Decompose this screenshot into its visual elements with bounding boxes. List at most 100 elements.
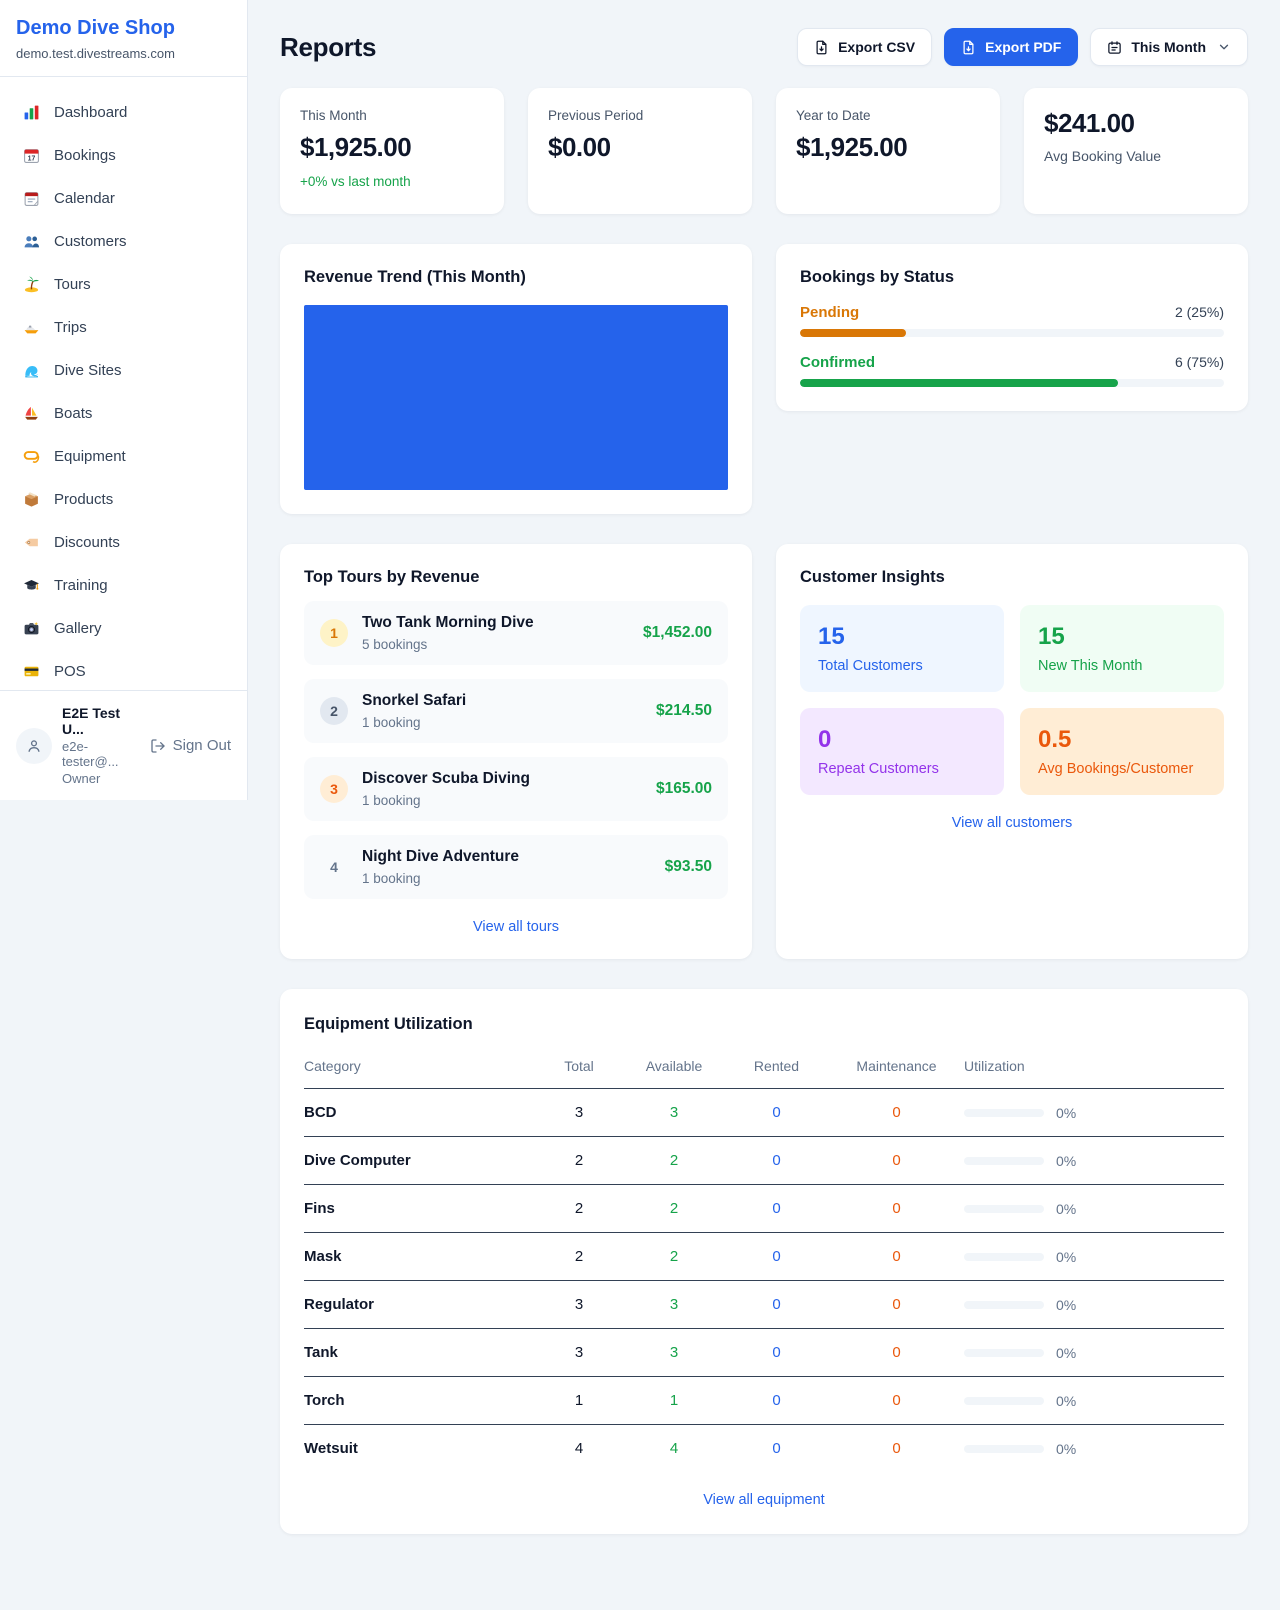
sidebar-item-customers[interactable]: Customers	[8, 220, 239, 263]
cell-available: 3	[624, 1328, 724, 1377]
svg-text:17: 17	[27, 155, 35, 162]
view-all-tours-link[interactable]: View all tours	[473, 919, 559, 935]
sidebar-item-tours[interactable]: Tours	[8, 263, 239, 306]
utilization-pct: 0%	[1056, 1344, 1077, 1361]
column-header-available: Available	[624, 1048, 724, 1089]
sidebar-item-trips[interactable]: Trips	[8, 306, 239, 349]
tour-name: Snorkel Safari	[362, 692, 467, 709]
sailboat-icon	[22, 405, 40, 423]
cell-available: 2	[624, 1136, 724, 1185]
stat-card-avg-booking-value: $241.00 Avg Booking Value	[1024, 88, 1248, 214]
stat-value: $0.00	[548, 132, 611, 162]
table-row: Fins 2 2 0 0 0%	[304, 1184, 1224, 1233]
sidebar-nav: Dashboard 17 Bookings Calendar Customers…	[0, 77, 247, 690]
user-name: E2E Test U...	[62, 705, 121, 737]
tour-bookings: 5 bookings	[362, 637, 428, 652]
cell-utilization: 0%	[964, 1184, 1224, 1233]
sidebar-item-pos[interactable]: POS	[8, 650, 239, 690]
utilization-bar	[964, 1108, 1044, 1117]
view-all-customers-link[interactable]: View all customers	[951, 815, 1073, 831]
cell-category: BCD	[304, 1088, 534, 1137]
cell-rented: 0	[724, 1280, 829, 1329]
calendar-icon	[1108, 40, 1122, 54]
utilization-pct: 0%	[1056, 1152, 1077, 1169]
view-all-equipment-link[interactable]: View all equipment	[703, 1492, 825, 1508]
cell-category: Fins	[304, 1184, 534, 1233]
table-row: BCD 3 3 0 0 0%	[304, 1088, 1224, 1137]
export-pdf-label: Export PDF	[985, 39, 1062, 55]
cell-total: 2	[534, 1232, 624, 1281]
sidebar-item-boats[interactable]: Boats	[8, 392, 239, 435]
revenue-trend-card: Revenue Trend (This Month)	[280, 244, 752, 514]
tour-bookings: 1 booking	[362, 715, 421, 730]
cell-utilization: 0%	[964, 1328, 1224, 1377]
sidebar-item-calendar[interactable]: Calendar	[8, 177, 239, 220]
column-header-utilization: Utilization	[964, 1048, 1224, 1089]
sidebar-item-dive-sites[interactable]: Dive Sites	[8, 349, 239, 392]
bar-chart-icon	[22, 104, 40, 122]
cell-utilization: 0%	[964, 1376, 1224, 1425]
utilization-bar	[964, 1156, 1044, 1165]
table-row: Dive Computer 2 2 0 0 0%	[304, 1136, 1224, 1185]
user-box: E2E Test U... e2e-tester@... Owner Sign …	[0, 690, 247, 800]
sidebar-item-training[interactable]: Training	[8, 564, 239, 607]
insight-avg-bookings: 0.5 Avg Bookings/Customer	[1020, 708, 1224, 795]
utilization-pct: 0%	[1056, 1104, 1077, 1121]
sidebar-item-products[interactable]: Products	[8, 478, 239, 521]
sidebar-item-label: Boats	[54, 405, 93, 422]
sidebar-item-gallery[interactable]: Gallery	[8, 607, 239, 650]
user-meta: E2E Test U... e2e-tester@... Owner	[62, 705, 140, 786]
user-email: e2e-tester@...	[62, 739, 119, 769]
export-csv-button[interactable]: Export CSV	[797, 28, 933, 66]
top-tours-card: Top Tours by Revenue 1 Two Tank Morning …	[280, 544, 752, 959]
tour-bookings: 1 booking	[362, 871, 421, 886]
sidebar-item-label: POS	[54, 663, 86, 680]
page-header: Reports Export CSV Export PDF This Month	[280, 28, 1248, 66]
bookings-by-status-card: Bookings by Status Pending 2 (25%) Confi…	[776, 244, 1248, 411]
brand-block: Demo Dive Shop demo.test.divestreams.com	[0, 0, 247, 77]
cell-rented: 0	[724, 1136, 829, 1185]
export-csv-label: Export CSV	[838, 39, 916, 55]
utilization-pct: 0%	[1056, 1440, 1077, 1457]
avatar	[16, 727, 52, 764]
table-row: Tank 3 3 0 0 0%	[304, 1328, 1224, 1377]
status-label: Pending	[800, 304, 860, 321]
tour-revenue: $165.00	[655, 780, 712, 797]
rank-badge: 3	[320, 775, 348, 803]
cell-category: Wetsuit	[304, 1440, 358, 1457]
cell-rented: 0	[724, 1328, 829, 1377]
sidebar-item-label: Tours	[54, 276, 91, 293]
insight-value: 0.5	[1038, 726, 1072, 753]
cell-utilization: 0%	[964, 1280, 1224, 1329]
cell-utilization: 0%	[964, 1088, 1224, 1137]
sidebar-item-dashboard[interactable]: Dashboard	[8, 91, 239, 134]
rank-badge: 1	[320, 619, 348, 647]
stat-value: $1,925.00	[300, 132, 412, 162]
camera-icon	[22, 620, 40, 638]
cell-total: 4	[574, 1440, 584, 1457]
sidebar-item-discounts[interactable]: Discounts	[8, 521, 239, 564]
tour-revenue: $1,452.00	[643, 624, 712, 641]
cell-maintenance: 0	[892, 1440, 901, 1457]
stat-note: +0% vs last month	[300, 174, 411, 189]
sidebar-item-bookings[interactable]: 17 Bookings	[8, 134, 239, 177]
sidebar-item-equipment[interactable]: Equipment	[8, 435, 239, 478]
rank-badge: 2	[320, 697, 348, 725]
cell-total: 2	[534, 1136, 624, 1185]
utilization-bar	[964, 1396, 1044, 1405]
tour-revenue: $93.50	[664, 858, 712, 875]
cell-available: 4	[669, 1440, 679, 1457]
cell-available: 3	[624, 1088, 724, 1137]
sidebar-item-label: Trips	[54, 319, 87, 336]
period-dropdown[interactable]: This Month	[1090, 28, 1248, 66]
charts-row: Revenue Trend (This Month) Bookings by S…	[280, 244, 1248, 514]
cell-maintenance: 0	[829, 1184, 964, 1233]
cell-category: Regulator	[304, 1280, 534, 1329]
stat-label: Avg Booking Value	[1044, 148, 1162, 164]
utilization-pct: 0%	[1056, 1248, 1077, 1265]
speedboat-icon	[22, 319, 40, 337]
tour-item: 2 Snorkel Safari 1 booking $214.50	[304, 679, 728, 743]
export-pdf-button[interactable]: Export PDF	[944, 28, 1079, 66]
sign-out-button[interactable]: Sign Out	[150, 737, 231, 754]
status-label: Confirmed	[800, 354, 875, 371]
